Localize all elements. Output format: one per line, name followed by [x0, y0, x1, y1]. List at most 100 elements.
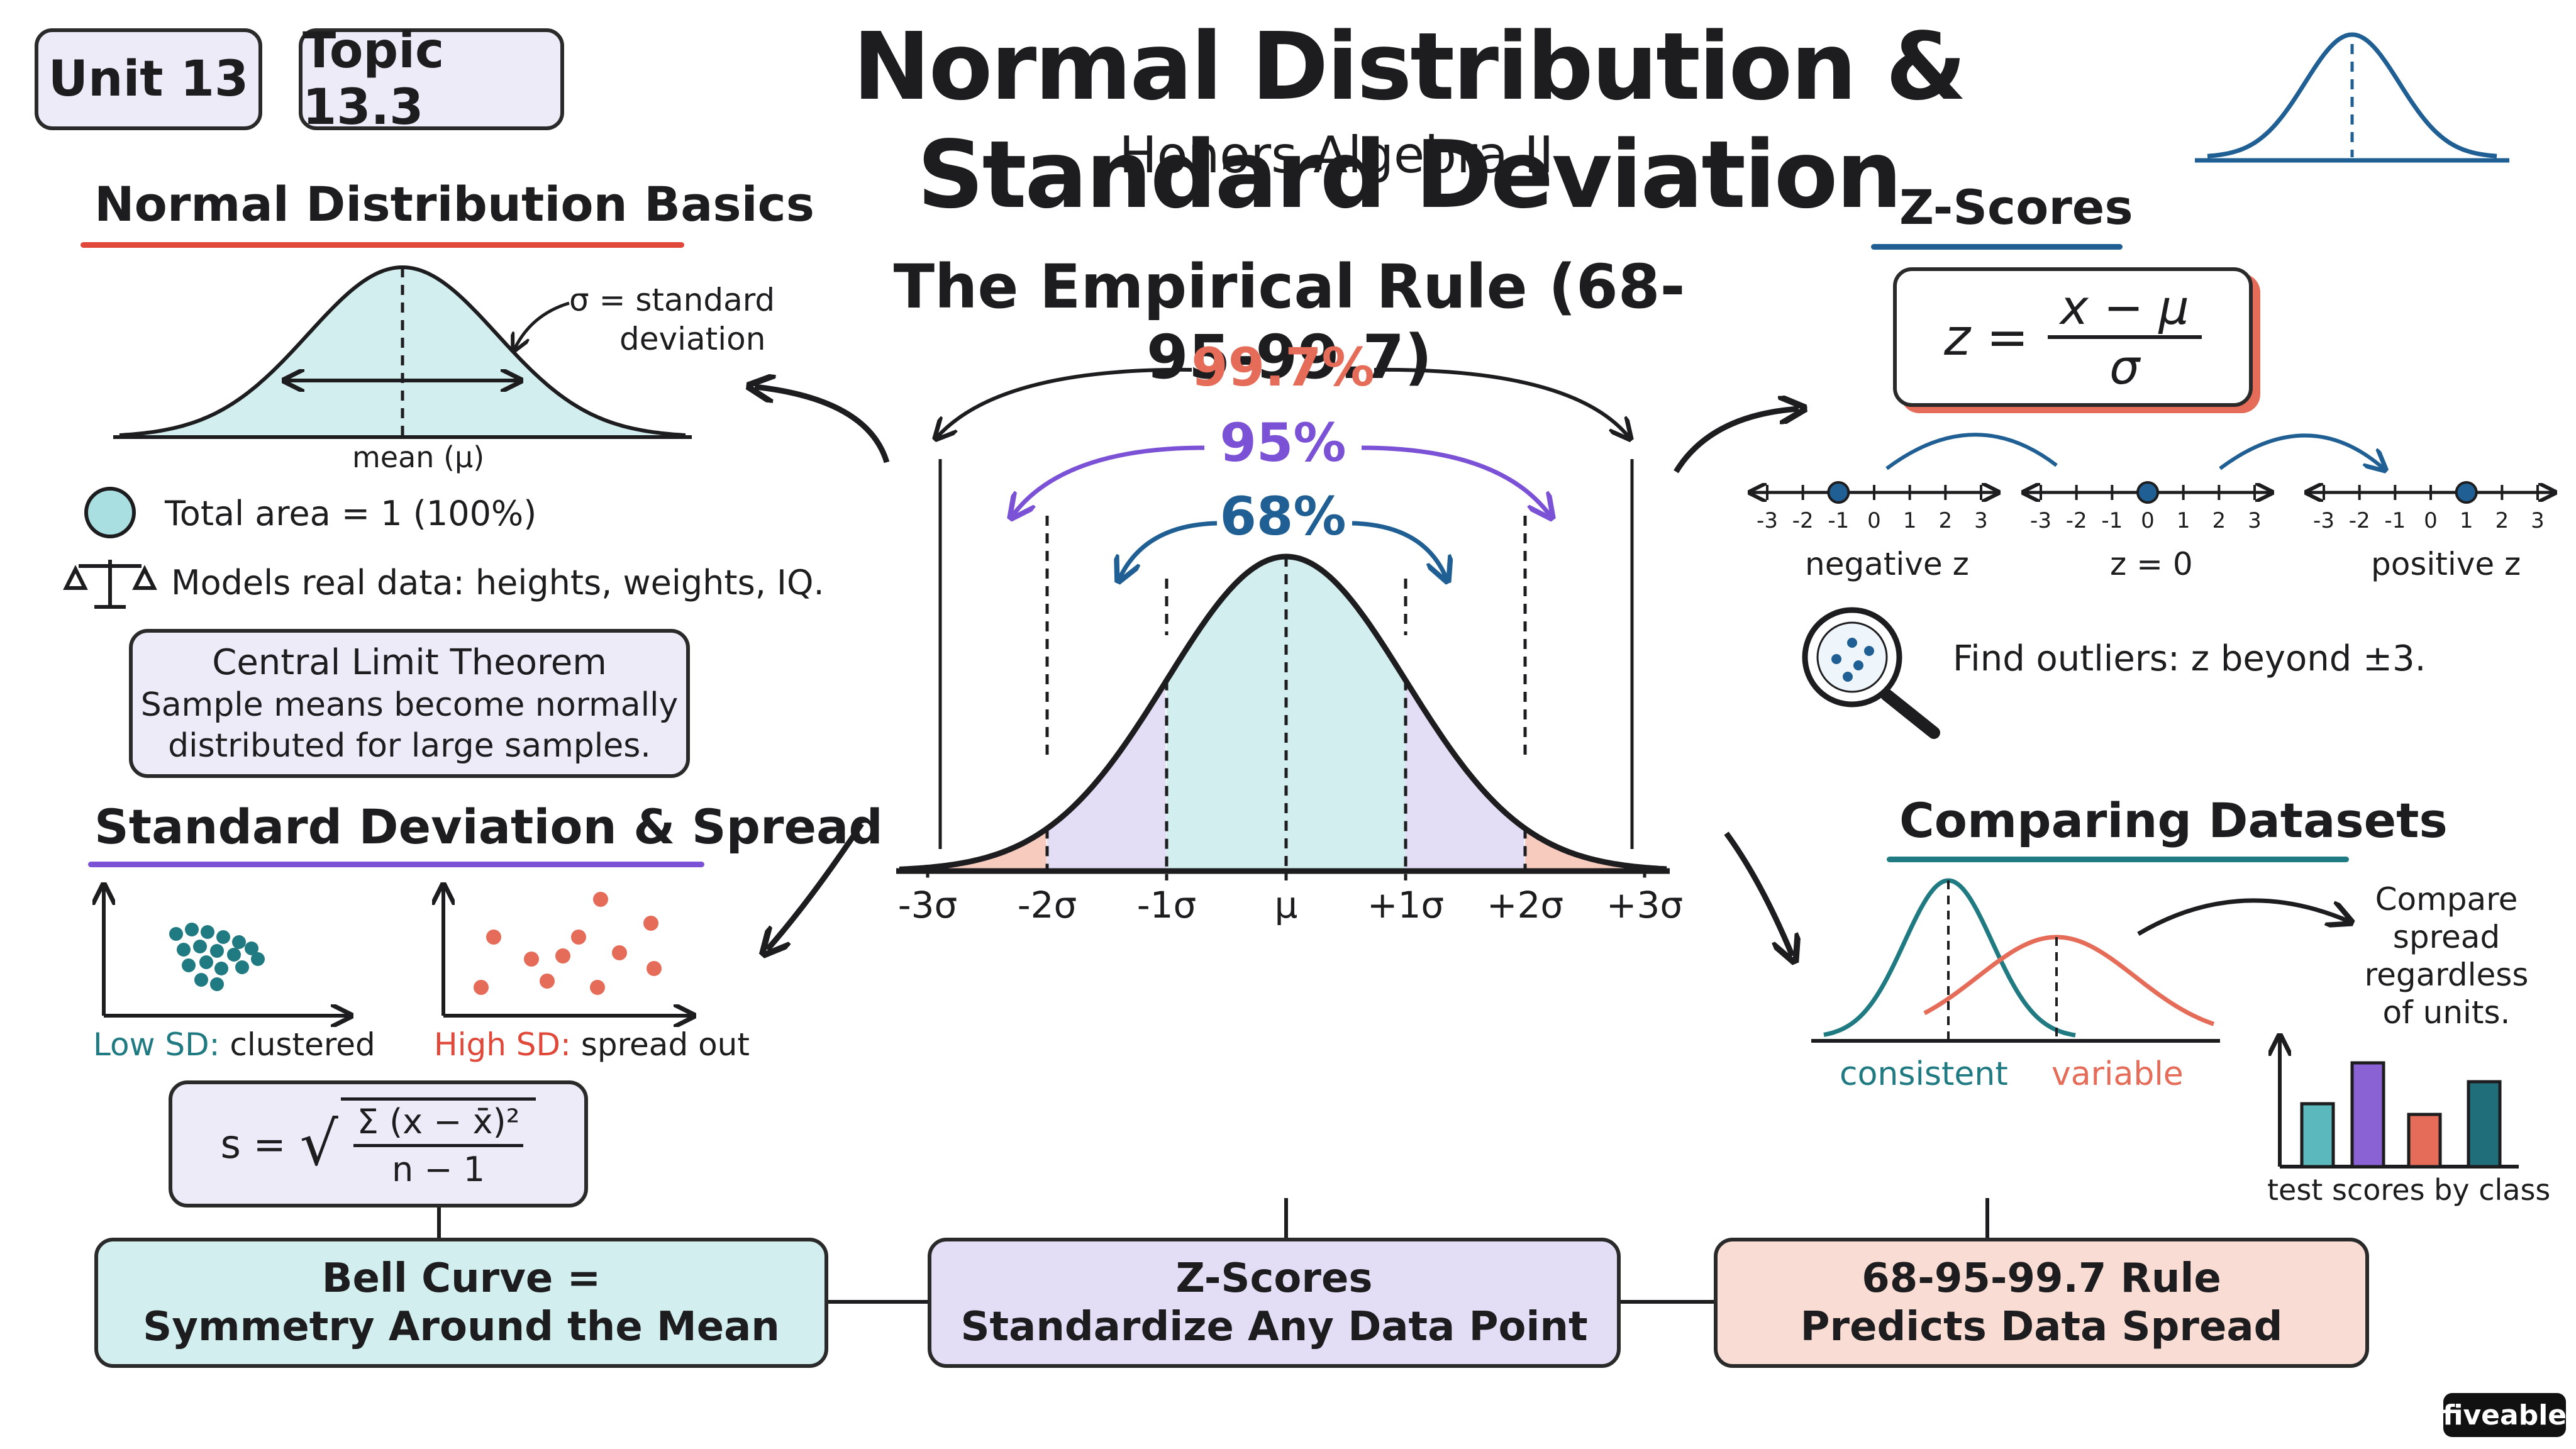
high-sd-dot [524, 952, 539, 967]
arrow-to-spread [767, 822, 864, 950]
zscores-underline [1871, 244, 2123, 250]
clt-line-2: distributed for large samples. [168, 726, 651, 765]
z-tick-label: -2 [2348, 508, 2370, 533]
compare-note: Compare spread regardless of units. [2352, 880, 2541, 1031]
low-sd-dot [169, 927, 183, 941]
comparing-curves [1811, 878, 2220, 1043]
unit-badge: Unit 13 [35, 28, 262, 130]
arrow-997-right [1374, 367, 1629, 437]
compare-line-2: spread [2392, 919, 2501, 955]
basics-title: Normal Distribution Basics [94, 176, 814, 232]
sigma-label-2: deviation [619, 321, 766, 357]
z-tick-label: 1 [2459, 508, 2473, 533]
low-sd-prefix: Low SD: [93, 1026, 220, 1063]
z-arc-positive [2219, 433, 2384, 469]
area-dot-icon [84, 487, 136, 538]
outliers-text: Find outliers: z beyond ±3. [1953, 638, 2426, 679]
z-tick-label: 2 [2212, 508, 2226, 533]
high-sd-dot [555, 948, 570, 963]
topic-badge: Topic 13.3 [299, 23, 564, 136]
low-sd-dot [210, 977, 224, 991]
empirical-tick-label: -2σ [1017, 884, 1077, 926]
spread-title: Standard Deviation & Spread [94, 799, 883, 855]
high-sd-dot [486, 930, 501, 945]
z-number-lines [1752, 481, 2553, 504]
low-sd-dot [227, 948, 241, 962]
z-point [1827, 481, 1850, 504]
arrow-68-right [1352, 521, 1446, 579]
low-sd-dot [245, 941, 258, 955]
z-tick-label: -2 [2065, 508, 2087, 533]
compare-line-1: Compare [2375, 881, 2518, 918]
low-sd-dot [199, 955, 213, 969]
magnifier-icon [1802, 607, 1940, 739]
z-tick-label: -2 [1792, 508, 1814, 533]
empirical-bell-curve [896, 459, 1670, 880]
z-tick-label: 2 [1938, 508, 1953, 533]
high-sd-dot [571, 930, 586, 945]
label-95: 95% [1219, 412, 1346, 474]
sigma-label-1: σ = standard [569, 282, 775, 318]
sd-numerator: Σ (x − x̄)² [353, 1102, 524, 1147]
empirical-tick-label: μ [1274, 884, 1298, 926]
sd-formula-lhs: s = [220, 1121, 286, 1167]
fiveable-logo[interactable]: fiveable [2443, 1393, 2567, 1437]
low-sd-suffix: clustered [219, 1026, 375, 1063]
low-sd-dot [182, 958, 196, 972]
empirical-tick-label: +3σ [1606, 884, 1684, 926]
z-tick-label: -3 [2313, 508, 2334, 533]
arrow-997-left [937, 367, 1192, 437]
compare-line-3: regardless [2364, 957, 2529, 993]
z-tick-label: 0 [2141, 508, 2155, 533]
z-point [2136, 481, 2159, 504]
low-sd-dot [210, 944, 224, 958]
sd-fraction: Σ (x − x̄)² n − 1 [340, 1097, 536, 1191]
z-point [2455, 481, 2478, 504]
low-sd-dot [232, 935, 246, 949]
basics-bell-curve [113, 265, 692, 439]
z-label-negative: negative z [1805, 546, 1969, 582]
z-formula-lhs: z = [1944, 308, 2029, 367]
low-sd-dot [194, 973, 208, 987]
arrow-to-basics [755, 387, 890, 464]
low-sd-dot [193, 940, 207, 953]
clt-title: Central Limit Theorem [212, 641, 607, 683]
z-tick-label: 0 [1867, 508, 1881, 533]
basics-underline [80, 242, 684, 248]
models-text: Models real data: heights, weights, IQ. [171, 563, 824, 602]
comparing-title: Comparing Datasets [1899, 792, 2448, 848]
compare-line-4: of units. [2382, 994, 2511, 1031]
low-sd-caption: Low SD: clustered [93, 1026, 375, 1063]
scale-icon [63, 560, 157, 609]
low-sd-dot [214, 962, 228, 975]
area-text: Total area = 1 (100%) [165, 494, 537, 533]
unit-label: Unit 13 [48, 51, 249, 108]
bar-class-2 [2350, 1061, 2385, 1169]
z-denominator: σ [2109, 339, 2140, 395]
topic-label: Topic 13.3 [303, 23, 445, 136]
zscores-title: Z-Scores [1899, 179, 2133, 235]
sd-formula-box: s = √ Σ (x − x̄)² n − 1 [169, 1080, 588, 1208]
z-tick-label: -3 [1757, 508, 1778, 533]
label-997: 99.7% [1191, 336, 1375, 398]
z-arc-negative-a [1885, 433, 2058, 470]
z-formula-box: z = x − μ σ [1893, 267, 2253, 407]
sd-denominator: n − 1 [391, 1150, 486, 1189]
summary-3-line-1: 68-95-99.7 Rule [1862, 1255, 2221, 1302]
z-fraction: x − μ σ [2047, 279, 2202, 395]
consistent-label: consistent [1840, 1055, 2008, 1093]
low-sd-dot [201, 925, 214, 939]
bar-class-4 [2467, 1080, 2502, 1169]
summary-z-scores: Z-Scores Standardize Any Data Point [928, 1238, 1621, 1368]
arrow-95-right [1361, 445, 1550, 516]
z-tick-label: 1 [1902, 508, 1917, 533]
summary-3-line-2: Predicts Data Spread [1800, 1303, 2283, 1350]
empirical-tick-label: +2σ [1486, 884, 1564, 926]
z-tick-label: -1 [1828, 508, 1850, 533]
page-subtitle: Honors Algebra II [1119, 126, 1554, 184]
spread-underline [88, 862, 704, 867]
z-tick-label: 2 [2495, 508, 2509, 533]
high-sd-dot [474, 980, 489, 995]
z-tick-label: -3 [2030, 508, 2051, 533]
arrow-to-zscores [1674, 409, 1799, 474]
